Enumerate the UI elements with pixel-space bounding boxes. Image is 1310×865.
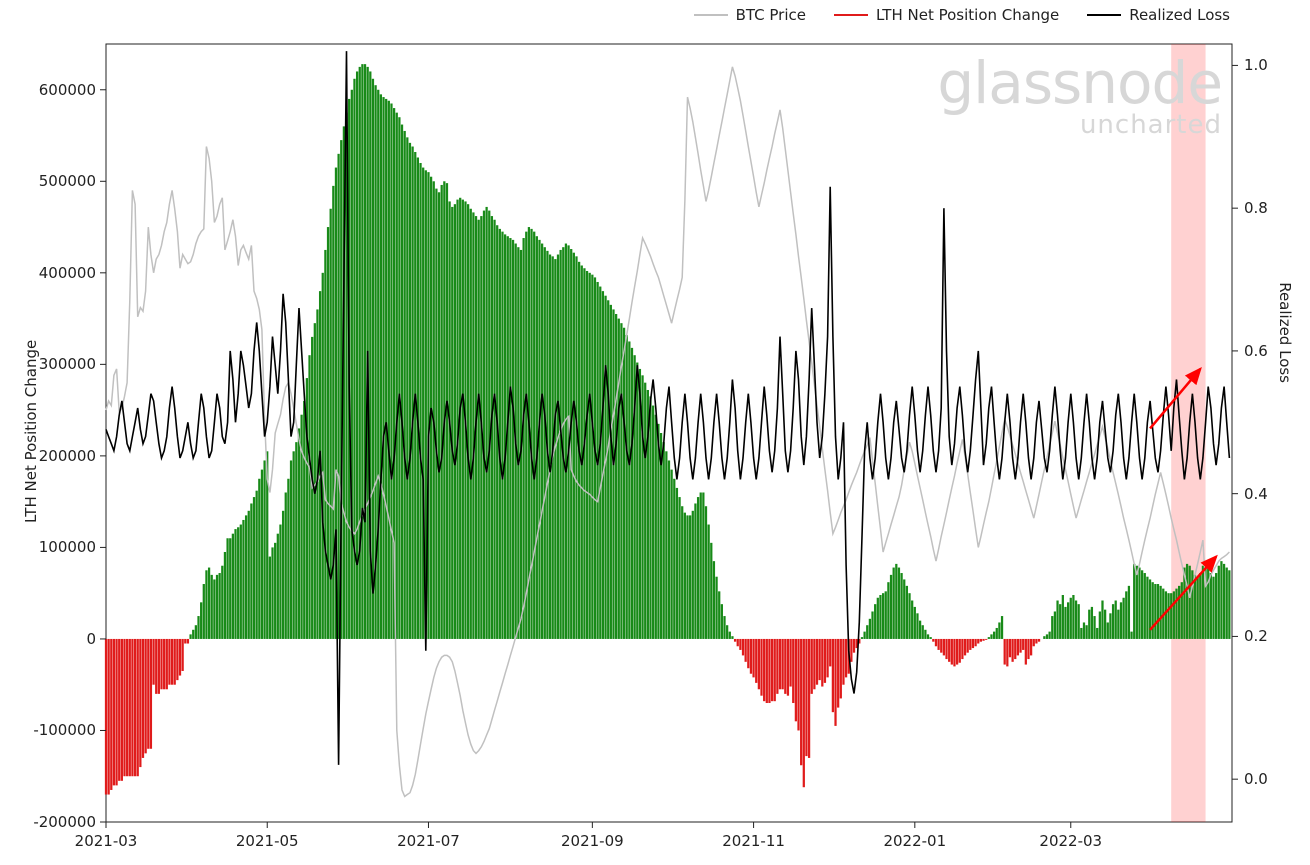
tick-label: 600000 [39, 81, 96, 99]
plot-svg [106, 44, 1232, 822]
y-axis-label-left: LTH Net Position Change [22, 340, 40, 523]
legend-btc: BTC Price [694, 6, 806, 24]
tick-label: 2021-07 [397, 832, 460, 850]
tick-label: 2022-01 [883, 832, 946, 850]
legend-swatch-loss [1087, 14, 1121, 16]
y-axis-label-right: Realized Loss [1276, 282, 1294, 383]
tick-label: 0.6 [1244, 342, 1268, 360]
tick-label: 300000 [39, 355, 96, 373]
tick-label: 2021-09 [561, 832, 624, 850]
legend-label-lth: LTH Net Position Change [876, 6, 1059, 24]
chart-root: BTC Price LTH Net Position Change Realiz… [0, 0, 1310, 865]
legend-swatch-lth [834, 14, 868, 16]
tick-label: 2022-03 [1039, 832, 1102, 850]
tick-label: 2021-03 [75, 832, 138, 850]
tick-label: 2021-05 [236, 832, 299, 850]
legend-loss: Realized Loss [1087, 6, 1230, 24]
tick-label: 0.8 [1244, 199, 1268, 217]
tick-label: 0.2 [1244, 627, 1268, 645]
tick-label: 400000 [39, 264, 96, 282]
tick-label: 0 [86, 630, 96, 648]
tick-label: 2021-11 [722, 832, 785, 850]
tick-label: -100000 [33, 721, 96, 739]
tick-label: 100000 [39, 538, 96, 556]
legend: BTC Price LTH Net Position Change Realiz… [694, 6, 1230, 24]
tick-label: 0.0 [1244, 770, 1268, 788]
tick-label: 1.0 [1244, 56, 1268, 74]
tick-label: 0.4 [1244, 485, 1268, 503]
legend-label-btc: BTC Price [736, 6, 806, 24]
legend-swatch-btc [694, 14, 728, 16]
legend-label-loss: Realized Loss [1129, 6, 1230, 24]
tick-label: 200000 [39, 447, 96, 465]
legend-lth: LTH Net Position Change [834, 6, 1059, 24]
tick-label: -200000 [33, 813, 96, 831]
tick-label: 500000 [39, 172, 96, 190]
